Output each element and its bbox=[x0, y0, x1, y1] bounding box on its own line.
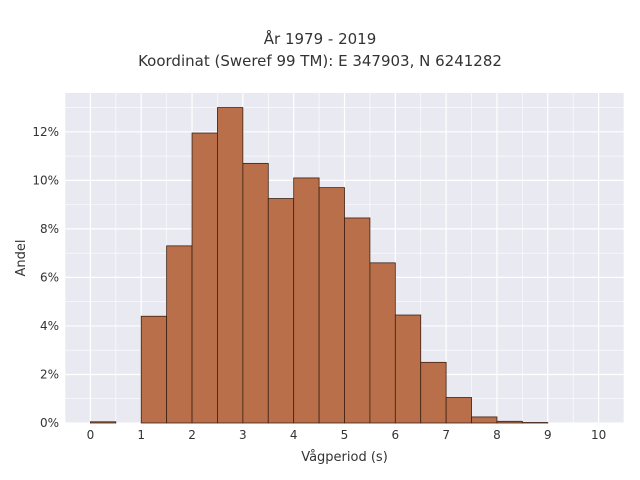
y-tick-label: 0% bbox=[40, 416, 59, 430]
x-tick-label: 0 bbox=[87, 428, 95, 442]
chart-subtitle: Koordinat (Sweref 99 TM): E 347903, N 62… bbox=[138, 52, 502, 70]
x-axis-ticks: 0 1 2 3 4 5 6 7 8 9 10 bbox=[87, 428, 607, 442]
x-tick-label: 5 bbox=[341, 428, 349, 442]
y-tick-label: 8% bbox=[40, 222, 59, 236]
x-tick-label: 2 bbox=[188, 428, 196, 442]
histogram-bar bbox=[471, 416, 498, 424]
y-tick-label: 6% bbox=[40, 270, 59, 284]
x-tick-label: 9 bbox=[544, 428, 552, 442]
y-axis-label: Andel bbox=[14, 240, 29, 277]
histogram-bar bbox=[318, 187, 345, 424]
x-tick-label: 6 bbox=[391, 428, 399, 442]
histogram-bar bbox=[242, 162, 269, 424]
histogram-bar bbox=[293, 177, 320, 424]
histogram-bar bbox=[140, 315, 168, 424]
x-tick-label: 8 bbox=[493, 428, 501, 442]
x-tick-label: 1 bbox=[137, 428, 145, 442]
y-tick-label: 10% bbox=[32, 173, 59, 187]
chart-title: År 1979 - 2019 bbox=[263, 30, 377, 48]
histogram-bar bbox=[445, 397, 472, 424]
histogram-bar bbox=[420, 361, 447, 424]
x-tick-label: 10 bbox=[591, 428, 606, 442]
histogram-bar bbox=[267, 198, 295, 424]
histogram-bar bbox=[217, 107, 244, 424]
histogram-bar bbox=[166, 245, 193, 424]
y-axis-ticks: 0% 2% 4% 6% 8% 10% 12% bbox=[32, 125, 59, 430]
histogram-bar bbox=[191, 132, 218, 424]
chart-title-block: År 1979 - 2019 Koordinat (Sweref 99 TM):… bbox=[0, 28, 640, 72]
x-tick-label: 7 bbox=[442, 428, 450, 442]
x-tick-label: 3 bbox=[239, 428, 247, 442]
histogram-bar bbox=[90, 421, 117, 424]
x-tick-label: 4 bbox=[290, 428, 298, 442]
y-tick-label: 4% bbox=[40, 319, 59, 333]
histogram-bar bbox=[344, 217, 371, 424]
y-tick-label: 12% bbox=[32, 125, 59, 139]
histogram-bar bbox=[394, 314, 422, 424]
bars bbox=[90, 107, 549, 424]
x-axis-label: Vågperiod (s) bbox=[301, 450, 388, 465]
y-tick-label: 2% bbox=[40, 367, 59, 381]
histogram-bar bbox=[496, 420, 523, 424]
histogram-bar bbox=[369, 262, 396, 424]
